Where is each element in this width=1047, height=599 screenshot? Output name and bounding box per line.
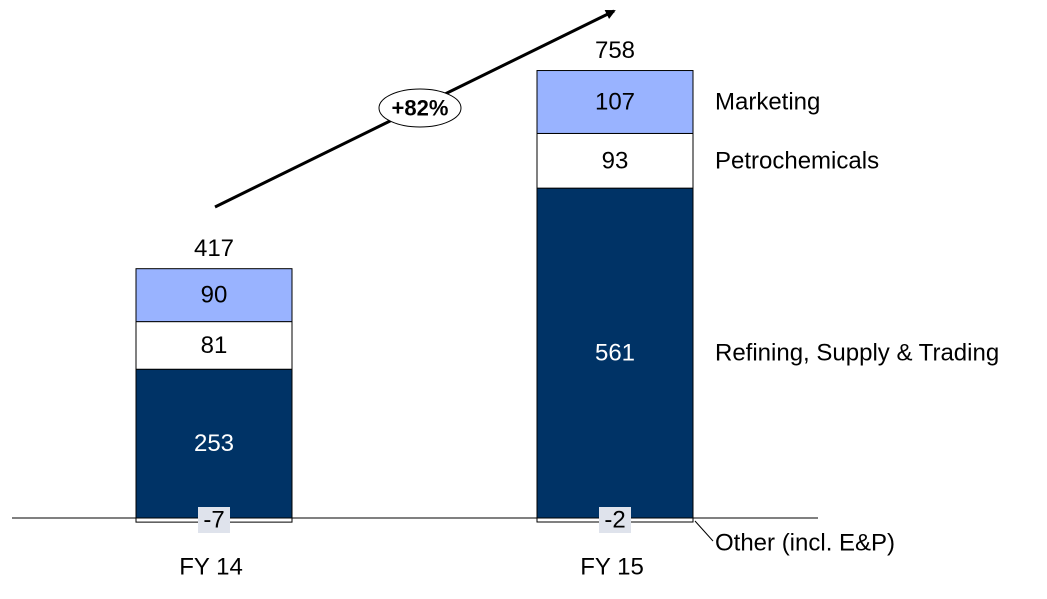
category-label-fy-15: FY 15 <box>580 554 644 581</box>
bar-marketing-fy-15 <box>536 70 694 134</box>
total-label-fy-14: 417 <box>194 235 234 262</box>
data-label-petrochemicals-fy-15: 93 <box>602 147 629 174</box>
category-label-fy-14: FY 14 <box>179 554 243 581</box>
bar-marketing-fy-14 <box>135 268 293 323</box>
bar-refining-supply-and-trading-fy-14 <box>135 368 293 519</box>
data-label-marketing-fy-14: 90 <box>201 282 228 309</box>
legend-petrochemicals: Petrochemicals <box>715 147 879 174</box>
data-label-marketing-fy-15: 107 <box>595 88 635 115</box>
growth-badge <box>378 88 462 128</box>
bar-refining-supply-and-trading-fy-15 <box>536 187 694 519</box>
data-label-petrochemicals-fy-14: 81 <box>201 332 228 359</box>
legend-other-incl-eandp: Other (incl. E&P) <box>715 530 895 557</box>
bar-petrochemicals-fy-14 <box>135 321 293 370</box>
growth-label: +82% <box>392 96 449 121</box>
legend-marketing: Marketing <box>715 88 820 115</box>
data-label-refining-supply-and-trading-fy-15: 561 <box>595 340 635 367</box>
data-label-other-incl-eandp-fy-15: -2 <box>604 507 625 534</box>
total-label-fy-15: 758 <box>595 37 635 64</box>
data-label-chip-fy-15 <box>599 507 631 533</box>
legend-refining-supply-and-trading: Refining, Supply & Trading <box>715 340 999 367</box>
data-label-refining-supply-and-trading-fy-14: 253 <box>194 430 234 457</box>
data-label-chip-fy-14 <box>198 507 230 533</box>
other-leader-line <box>694 520 714 542</box>
data-label-other-incl-eandp-fy-14: -7 <box>203 507 224 534</box>
